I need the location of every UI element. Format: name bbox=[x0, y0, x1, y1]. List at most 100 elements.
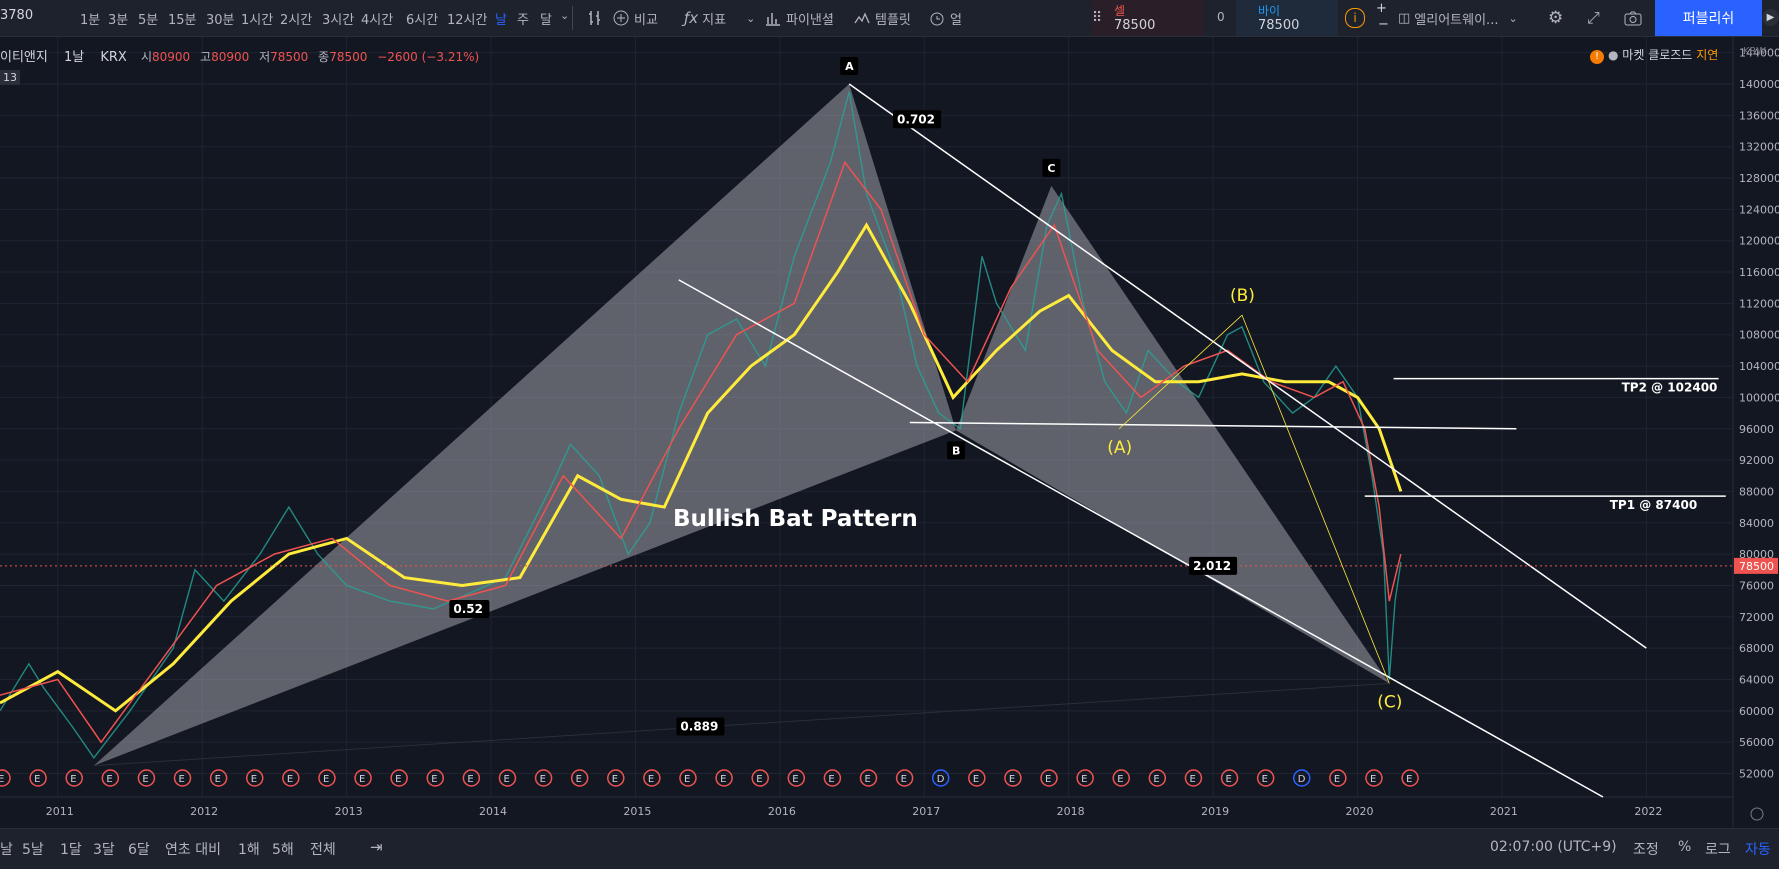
ratio-label-bg bbox=[449, 599, 490, 618]
publish-button[interactable]: 퍼블리쉬 bbox=[1655, 0, 1762, 36]
drag-handle-icon[interactable]: ⠿ bbox=[1092, 10, 1103, 26]
point-label: C bbox=[1047, 162, 1055, 175]
camera-icon[interactable] bbox=[1623, 6, 1643, 30]
price-chart[interactable]: 52000 56000 60000 64000 68000 72000 76000 80000… bbox=[0, 37, 1779, 828]
timeframe-6[interactable]: 2시간 bbox=[280, 13, 313, 28]
play-icon[interactable]: ▶ bbox=[1762, 9, 1779, 26]
earnings-marker bbox=[607, 769, 625, 787]
wave-zigzag bbox=[1118, 314, 1390, 684]
earnings-marker-label: E bbox=[612, 774, 618, 785]
plus-circle-icon bbox=[613, 10, 629, 26]
timeframe-7[interactable]: 3시간 bbox=[322, 13, 355, 28]
templates-button[interactable]: 템플릿 bbox=[853, 6, 911, 30]
point-label-bg bbox=[947, 441, 966, 460]
range-8[interactable]: 전체 bbox=[310, 842, 336, 858]
earnings-marker-label: D bbox=[937, 774, 945, 785]
x-tick-label: 2019 bbox=[1201, 805, 1229, 818]
log-toggle[interactable]: 로그 bbox=[1705, 842, 1731, 858]
channel-upper-line bbox=[848, 83, 1647, 649]
range-4[interactable]: 6달 bbox=[128, 842, 150, 858]
x-tick-label: 2016 bbox=[768, 805, 796, 818]
earnings-marker-label: E bbox=[1117, 774, 1123, 785]
y-tick-label: 68000 bbox=[1739, 642, 1774, 655]
earnings-marker-label: E bbox=[865, 774, 871, 785]
range-5[interactable]: 연초 대비 bbox=[165, 842, 221, 858]
x-tick-label: 2017 bbox=[912, 805, 940, 818]
gear-icon[interactable]: ⚙ bbox=[1548, 8, 1564, 28]
earnings-marker bbox=[1256, 769, 1275, 787]
timeframe-0[interactable]: 1분 bbox=[80, 13, 101, 28]
timeframe-3[interactable]: 15분 bbox=[168, 13, 197, 28]
earnings-marker-label: E bbox=[251, 774, 257, 785]
price-series-line bbox=[0, 91, 1402, 760]
sell-button[interactable]: 셀 78500 bbox=[1092, 0, 1204, 36]
goto-date-icon[interactable]: ⇥ bbox=[370, 838, 383, 856]
pattern-triangle-xab bbox=[93, 84, 957, 766]
layout-select[interactable]: ◫ 엘리어트웨이... ⌄ bbox=[1398, 10, 1518, 28]
adjust-toggle[interactable]: 조정 bbox=[1633, 842, 1659, 858]
timeframe-13[interactable]: 달 bbox=[540, 13, 552, 28]
range-7[interactable]: 5해 bbox=[272, 842, 294, 858]
info-icon[interactable]: i bbox=[1345, 8, 1365, 28]
alert-button[interactable]: 얼 bbox=[928, 6, 962, 30]
financials-button[interactable]: 파이낸셜 bbox=[764, 6, 834, 30]
earnings-marker-label: E bbox=[1045, 774, 1051, 785]
target-label-1: TP1 @ 87400 bbox=[1610, 498, 1697, 512]
timeframe-12[interactable]: 주 bbox=[517, 13, 529, 28]
chevron-down-icon[interactable]: ⌄ bbox=[560, 9, 570, 22]
range-2[interactable]: 1달 bbox=[60, 842, 82, 858]
timeframe-9[interactable]: 6시간 bbox=[406, 13, 439, 28]
last-price-label: 78500 bbox=[1739, 560, 1774, 573]
timeframe-4[interactable]: 30분 bbox=[206, 13, 235, 28]
range-6[interactable]: 1해 bbox=[238, 842, 260, 858]
timeframe-1[interactable]: 3분 bbox=[108, 13, 129, 28]
earnings-marker bbox=[1184, 769, 1203, 787]
quantity-minus-button[interactable]: − bbox=[1378, 17, 1389, 32]
earnings-marker-label: E bbox=[1081, 774, 1087, 785]
earnings-marker bbox=[354, 769, 372, 787]
symbol-search[interactable]: 3780 bbox=[0, 8, 34, 23]
earnings-marker-label: E bbox=[34, 774, 40, 785]
earnings-marker bbox=[1148, 769, 1167, 787]
y-tick-label: 60000 bbox=[1739, 705, 1774, 718]
close-value: 78500 bbox=[329, 50, 368, 64]
y-tick-label: 56000 bbox=[1739, 736, 1774, 749]
wave-label: (B) bbox=[1230, 286, 1255, 306]
earnings-marker bbox=[534, 769, 553, 787]
range-0[interactable]: 날 bbox=[0, 842, 13, 858]
timeframe-8[interactable]: 4시간 bbox=[361, 13, 394, 28]
timeframe-5[interactable]: 1시간 bbox=[241, 13, 274, 28]
earnings-marker-label: E bbox=[1189, 774, 1195, 785]
range-3[interactable]: 3달 bbox=[93, 842, 115, 858]
y-tick-label: 124000 bbox=[1739, 203, 1779, 216]
xd-connector bbox=[93, 682, 1390, 767]
volume-badge: 13 bbox=[0, 70, 20, 85]
timeframe-11[interactable]: 날 bbox=[495, 13, 507, 28]
earnings-marker bbox=[282, 769, 300, 787]
pattern-triangle-bcd bbox=[956, 185, 1390, 684]
quantity-plus-button[interactable]: + bbox=[1376, 1, 1387, 16]
timeframe-2[interactable]: 5분 bbox=[138, 13, 159, 28]
currency-label: KRW bbox=[1743, 46, 1766, 57]
compare-button[interactable]: 비교 bbox=[612, 6, 658, 30]
earnings-marker bbox=[1401, 769, 1419, 787]
fullscreen-icon[interactable]: ⤢ bbox=[1587, 8, 1600, 27]
buy-button[interactable]: 바이 78500 bbox=[1236, 0, 1338, 36]
clock-time[interactable]: 02:07:00 (UTC+9) bbox=[1490, 839, 1617, 855]
earnings-marker bbox=[570, 769, 589, 787]
chevron-down-icon: ⌄ bbox=[1508, 11, 1518, 25]
indicators-button[interactable]: ƒx 지표 ⌄ bbox=[684, 9, 756, 28]
price-axis-panel bbox=[1733, 37, 1779, 828]
x-tick-label: 2012 bbox=[190, 805, 218, 818]
earnings-marker bbox=[931, 769, 950, 787]
earnings-marker-label: E bbox=[0, 774, 4, 785]
range-1[interactable]: 5날 bbox=[22, 842, 44, 858]
bottom-toolbar: 날 5날 1달 3달 6달 연초 대비 1해 5해 전체 ⇥ 02:07:00 (UTC+9) … bbox=[0, 828, 1779, 869]
percent-toggle[interactable]: % bbox=[1678, 839, 1692, 855]
auto-toggle[interactable]: 자동 bbox=[1745, 842, 1771, 858]
y-tick-label: 64000 bbox=[1739, 673, 1774, 686]
bar-style-icon[interactable] bbox=[585, 6, 605, 30]
earnings-marker-label: E bbox=[215, 774, 221, 785]
timeframe-10[interactable]: 12시간 bbox=[447, 13, 488, 28]
earnings-marker bbox=[679, 769, 697, 787]
